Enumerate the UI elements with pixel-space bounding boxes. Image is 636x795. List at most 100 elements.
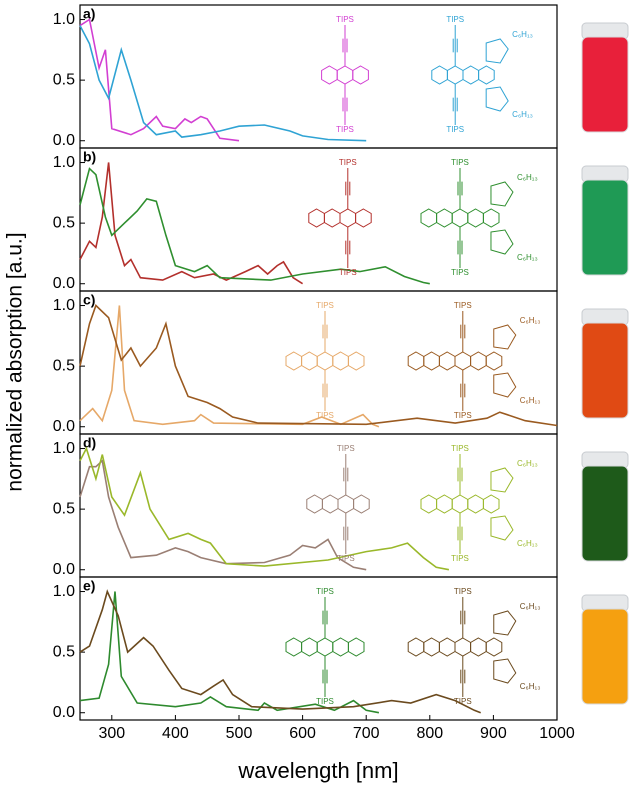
structure-label: TIPS [454,697,472,706]
molecule-ring [454,351,472,371]
y-axis-label: normalized absorption [a.u.] [4,232,27,491]
structure-label: C₆H₁₃ [517,173,538,182]
plot-frame [79,576,558,721]
x-tick-label: 800 [416,725,443,742]
y-tick-label: 1.0 [53,297,75,314]
x-axis-label: wavelength [nm] [237,758,398,783]
y-tick-label: 0.0 [53,704,75,721]
structure-label: C₆H₁₃ [520,602,541,611]
molecule-ring [407,637,425,657]
molecule-ring [462,65,480,85]
molecule-ring [352,65,369,85]
vial [581,608,629,705]
molecule-ring [306,494,323,514]
panel-label: b) [83,149,96,165]
molecule-ring [301,637,318,657]
x-tick-label: 600 [289,725,316,742]
molecule-ring [316,637,334,657]
structure-label: C₆H₁₃ [520,396,541,405]
molecule-ring [336,65,354,85]
y-tick-label: 0.0 [53,561,75,578]
plot-frame [79,4,558,149]
molecule-ring [337,494,355,514]
molecule-ring [332,351,349,371]
structure-label: C₆H₁₃ [520,316,541,325]
molecule-ring [420,494,438,514]
molecule-ring [482,208,500,228]
structure-label: TIPS [337,554,355,563]
x-tick-label: 500 [226,725,253,742]
y-tick-label: 0.5 [53,643,75,660]
spectrum-line [79,305,380,428]
imide-ring [493,658,517,684]
molecule-ring [485,637,503,657]
molecule-ring [308,208,325,228]
spectrum-line [79,162,304,285]
panel-label: e) [83,578,95,594]
structure-label: C₆H₁₃ [520,682,541,691]
molecule-ring [423,351,440,371]
y-tick-label: 1.0 [53,440,75,457]
vial [581,322,629,419]
structure-label: TIPS [446,125,464,134]
y-tick-label: 0.5 [53,500,75,517]
molecule-ring [470,637,487,657]
molecule-ring [454,637,472,657]
imide-ring [490,515,514,541]
structure-label: TIPS [446,15,464,24]
structure-label: TIPS [316,697,334,706]
imide-ring [485,86,509,112]
imide-ring [490,229,514,255]
spectrum-line [79,446,450,571]
spectrum-line [79,591,380,714]
molecule-ring [420,208,438,228]
molecule-ring [438,637,456,657]
structure-label: C₆H₁₃ [517,253,538,262]
molecule-ring [321,494,339,514]
structure-label: TIPS [454,587,472,596]
structure-label: TIPS [337,444,355,453]
structure-label: C₆H₁₃ [512,30,533,39]
x-tick-label: 700 [353,725,380,742]
molecule-ring [470,351,487,371]
panel-label: a) [83,6,95,22]
molecule-ring [436,208,453,228]
molecule-ring [436,494,453,514]
molecule-ring [438,351,456,371]
molecule-ring [339,208,357,228]
panel-label: c) [83,292,95,308]
structure-label: C₆H₁₃ [517,459,538,468]
structure-label: TIPS [339,268,357,277]
molecule-ring [332,637,349,657]
molecule-ring [285,351,303,371]
y-tick-label: 1.0 [53,154,75,171]
structure-label: TIPS [451,158,469,167]
y-tick-label: 0.0 [53,275,75,292]
structure-label: TIPS [336,15,354,24]
molecule-ring [478,65,495,85]
spectrum-line [79,25,367,142]
y-tick-label: 1.0 [53,583,75,600]
vial [581,36,629,133]
molecule-ring [482,494,500,514]
y-tick-label: 0.0 [53,418,75,435]
molecule-ring [451,494,469,514]
structure-label: TIPS [454,301,472,310]
structure-label: TIPS [451,554,469,563]
y-tick-label: 0.5 [53,71,75,88]
molecule-ring [355,208,372,228]
x-tick-label: 300 [98,725,125,742]
molecule-ring [301,351,318,371]
structure-label: TIPS [336,125,354,134]
molecule-ring [353,494,370,514]
molecule-ring [467,208,484,228]
molecule-ring [431,65,448,85]
structure-label: TIPS [339,158,357,167]
x-tick-label: 400 [162,725,189,742]
molecule-ring [321,65,338,85]
vial [581,179,629,276]
spectrum-line [79,459,367,571]
imide-ring [493,372,517,398]
